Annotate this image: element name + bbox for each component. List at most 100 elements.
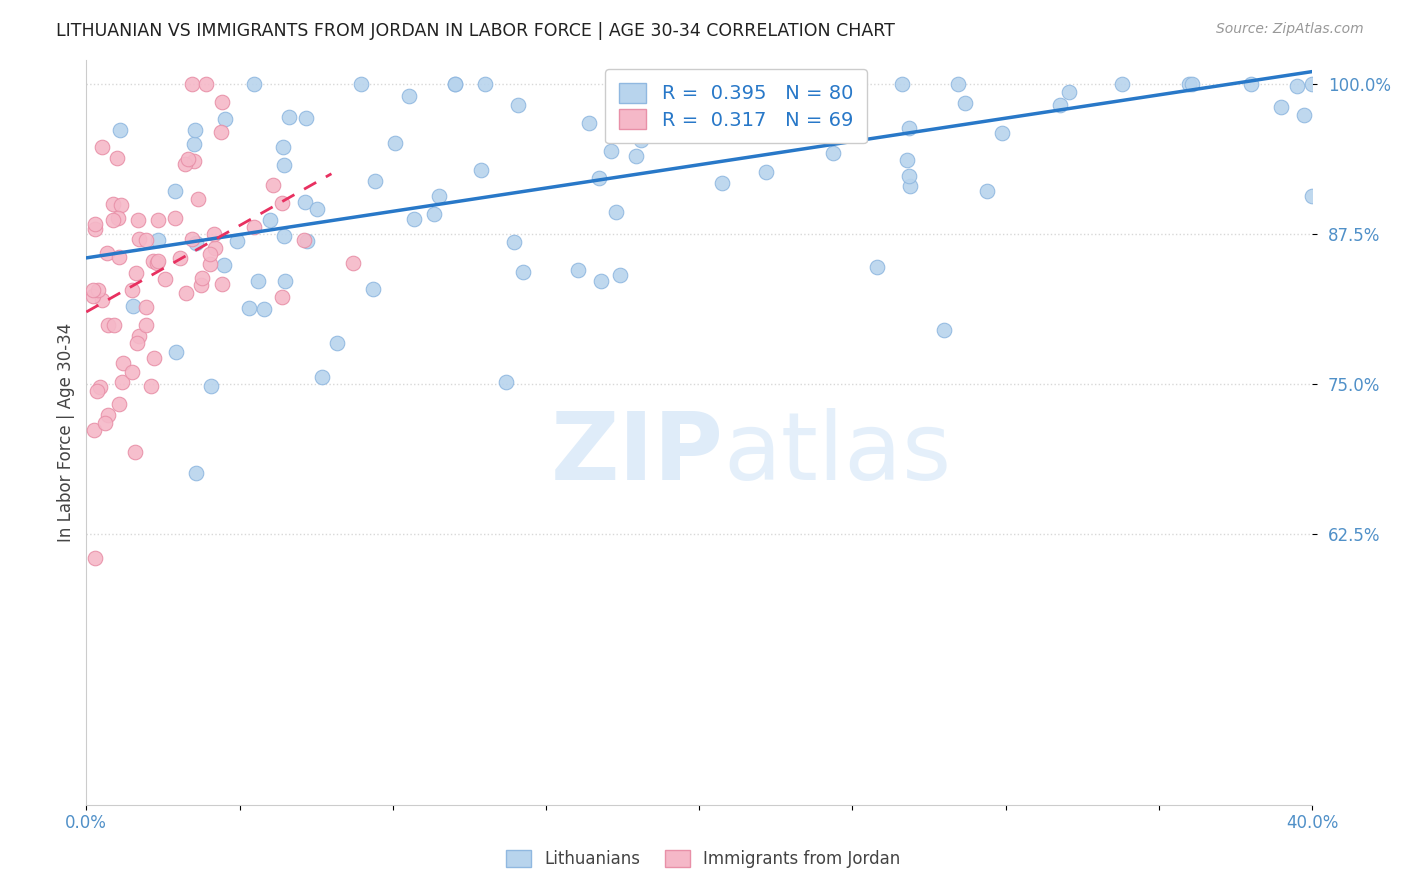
- Point: [204, 241, 226, 255]
- Point: [143, 351, 166, 365]
- Point: [710, 177, 733, 191]
- Point: [135, 233, 157, 247]
- Point: [755, 165, 778, 179]
- Point: [273, 158, 295, 172]
- Point: [503, 235, 526, 249]
- Point: [238, 301, 260, 316]
- Point: [976, 184, 998, 198]
- Text: LITHUANIAN VS IMMIGRANTS FROM JORDAN IN LABOR FORCE | AGE 30-34 CORRELATION CHAR: LITHUANIAN VS IMMIGRANTS FROM JORDAN IN …: [56, 22, 896, 40]
- Point: [209, 125, 232, 139]
- Point: [271, 139, 294, 153]
- Point: [174, 286, 197, 301]
- Point: [898, 120, 921, 135]
- Point: [186, 467, 208, 481]
- Point: [128, 328, 150, 343]
- Point: [110, 198, 132, 212]
- Point: [82, 289, 104, 303]
- Point: [93, 417, 115, 431]
- Point: [402, 212, 425, 227]
- Point: [953, 95, 976, 110]
- Point: [190, 278, 212, 293]
- Point: [91, 293, 114, 307]
- Point: [423, 207, 446, 221]
- Point: [214, 258, 236, 272]
- Point: [83, 423, 105, 437]
- Point: [605, 205, 627, 219]
- Point: [108, 123, 131, 137]
- Point: [1049, 98, 1071, 112]
- Point: [211, 277, 233, 291]
- Text: Source: ZipAtlas.com: Source: ZipAtlas.com: [1216, 22, 1364, 37]
- Point: [600, 144, 623, 158]
- Point: [666, 124, 689, 138]
- Point: [508, 97, 530, 112]
- Point: [226, 235, 249, 249]
- Point: [195, 77, 218, 91]
- Point: [295, 111, 318, 125]
- Point: [1057, 85, 1080, 99]
- Point: [86, 283, 108, 297]
- Point: [183, 153, 205, 168]
- Point: [84, 551, 107, 566]
- Point: [427, 189, 450, 203]
- Point: [146, 213, 169, 227]
- Point: [125, 336, 148, 351]
- Point: [121, 366, 143, 380]
- Point: [181, 232, 204, 246]
- Point: [165, 344, 187, 359]
- Point: [146, 255, 169, 269]
- Point: [474, 77, 496, 91]
- Point: [1240, 77, 1263, 91]
- Point: [609, 268, 631, 282]
- Point: [578, 116, 600, 130]
- Point: [124, 445, 146, 459]
- Point: [107, 211, 129, 225]
- Point: [174, 157, 197, 171]
- Point: [211, 95, 233, 110]
- Point: [125, 266, 148, 280]
- Point: [107, 250, 129, 264]
- Point: [273, 228, 295, 243]
- Point: [165, 184, 187, 198]
- Point: [890, 77, 912, 91]
- Point: [342, 255, 364, 269]
- Point: [567, 262, 589, 277]
- Point: [1301, 189, 1323, 203]
- Text: ZIP: ZIP: [551, 409, 724, 500]
- Point: [146, 233, 169, 247]
- Point: [630, 133, 652, 147]
- Point: [198, 257, 221, 271]
- Point: [1181, 77, 1204, 91]
- Point: [823, 145, 845, 160]
- Point: [1270, 99, 1292, 113]
- Point: [1111, 77, 1133, 91]
- Point: [169, 251, 191, 265]
- Point: [108, 397, 131, 411]
- Point: [155, 272, 177, 286]
- Point: [243, 77, 266, 91]
- Text: atlas: atlas: [724, 409, 952, 500]
- Point: [176, 152, 198, 166]
- Point: [278, 110, 301, 124]
- Point: [122, 299, 145, 313]
- Point: [200, 247, 222, 261]
- Point: [246, 274, 269, 288]
- Point: [589, 274, 612, 288]
- Point: [139, 379, 162, 393]
- Point: [1285, 78, 1308, 93]
- Point: [127, 213, 149, 227]
- Point: [135, 318, 157, 332]
- Point: [946, 77, 969, 91]
- Point: [311, 369, 333, 384]
- Point: [398, 89, 420, 103]
- Point: [84, 222, 107, 236]
- Point: [1292, 108, 1315, 122]
- Point: [259, 212, 281, 227]
- Point: [111, 356, 134, 370]
- Point: [184, 122, 207, 136]
- Point: [184, 236, 207, 251]
- Point: [364, 173, 387, 187]
- Point: [121, 283, 143, 297]
- Point: [214, 112, 236, 126]
- Point: [444, 77, 467, 91]
